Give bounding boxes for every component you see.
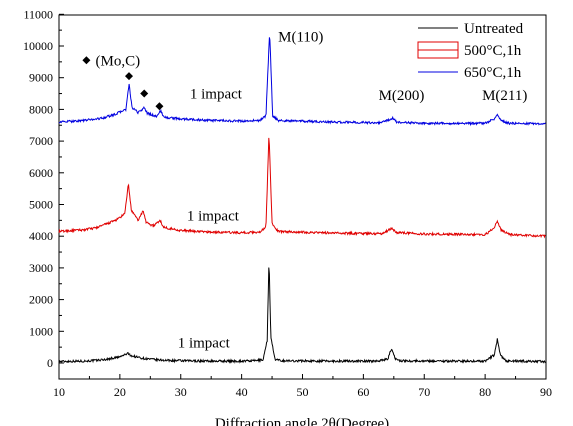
y-tick-label: 7000 xyxy=(29,134,53,148)
diamond-marker xyxy=(125,72,134,81)
annotation-label: 1 impact xyxy=(187,209,240,225)
x-tick-label: 60 xyxy=(357,385,369,399)
x-tick-label: 50 xyxy=(297,385,309,399)
legend-label: 650°C,1h xyxy=(464,65,522,81)
y-tick-label: 9000 xyxy=(29,71,53,85)
diamond-marker xyxy=(82,56,91,65)
annotation-label: M(211) xyxy=(482,88,527,104)
y-tick-label: 0 xyxy=(47,356,53,370)
annotation-label: 1 impact xyxy=(178,335,231,351)
plot-frame xyxy=(58,14,547,380)
y-tick-label: 8000 xyxy=(29,102,53,116)
series-line-0 xyxy=(58,267,546,364)
legend-label: Untreated xyxy=(464,21,524,37)
annotation-label: M(200) xyxy=(379,88,425,104)
x-tick-label: 10 xyxy=(53,385,65,399)
x-axis-label: Diffraction angle 2θ(Degree) xyxy=(215,416,389,426)
series-line-1 xyxy=(58,137,546,239)
x-tick-label: 20 xyxy=(114,385,126,399)
y-tick-label: 11000 xyxy=(23,7,53,21)
y-tick-label: 2000 xyxy=(29,293,53,307)
series-line-2 xyxy=(58,37,546,127)
annotation-label: M(110) xyxy=(278,29,323,45)
y-tick-label: 6000 xyxy=(29,166,53,180)
x-tick-label: 30 xyxy=(175,385,187,399)
y-tick-label: 10000 xyxy=(23,39,53,53)
x-tick-label: 80 xyxy=(479,385,491,399)
annotation-label: (Mo,C) xyxy=(96,53,141,69)
y-tick-label: 4000 xyxy=(29,229,53,243)
legend-label: 500°C,1h xyxy=(464,43,522,59)
plot-area: (Mo,C) M(110) M(200) M(211) 1 impact 1 impact… xyxy=(58,29,546,364)
x-tick-label: 40 xyxy=(236,385,248,399)
axes: 10 20 30 40 50 60 70 80 90 0 1000 2000 3000 4000 5000 6… xyxy=(23,7,552,399)
diamond-marker xyxy=(140,89,149,98)
y-tick-label: 1000 xyxy=(29,324,53,338)
y-tick-label: 5000 xyxy=(29,198,53,212)
legend: Untreated 500°C,1h 650°C,1h xyxy=(417,21,524,81)
x-tick-label: 70 xyxy=(418,385,430,399)
annotation-label: 1 impact xyxy=(190,87,243,103)
y-tick-label: 3000 xyxy=(29,261,53,275)
x-tick-label: 90 xyxy=(540,385,552,399)
diamond-marker xyxy=(155,102,164,111)
